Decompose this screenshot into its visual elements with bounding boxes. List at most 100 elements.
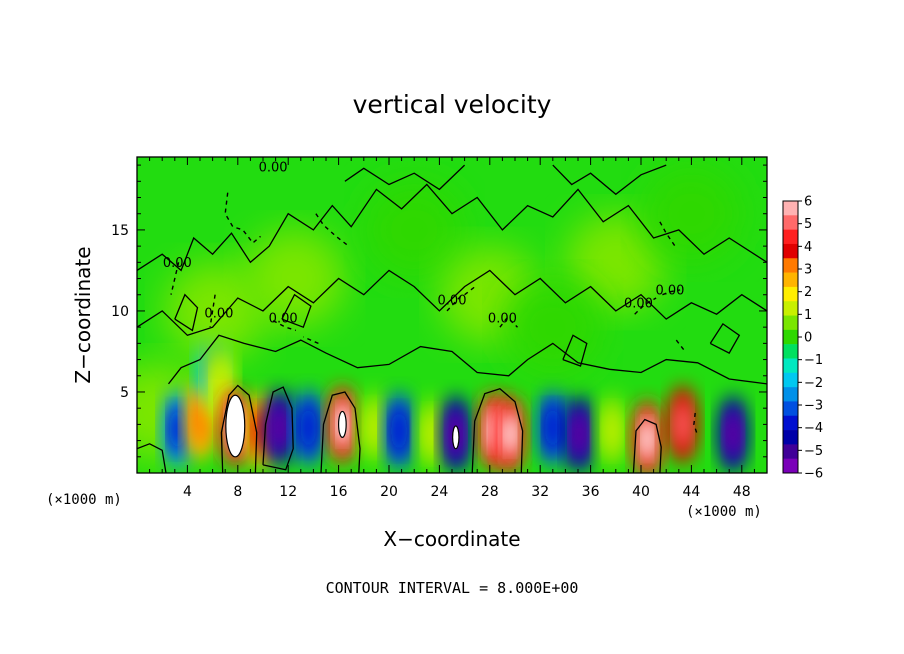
dotted-contour-10 <box>662 289 681 296</box>
contour-line-11 <box>174 293 199 332</box>
velocity-core-18 <box>603 407 621 455</box>
velocity-core-20 <box>673 401 692 448</box>
dotted-contour-7 <box>464 284 478 296</box>
velocity-core-10 <box>365 404 383 451</box>
velocity-core-4 <box>211 360 229 408</box>
colorbar-swatch <box>783 286 798 302</box>
contour-label-4: 0.00 <box>438 293 467 308</box>
contour-label-5: 0.00 <box>488 311 517 326</box>
colorbar-swatch <box>783 415 798 431</box>
colorbar-tick-label: −3 <box>804 399 823 414</box>
y-tick-label: 10 <box>111 304 129 320</box>
contour-lines: 0.000.000.00 0.000.000.000.000.00 <box>137 161 767 473</box>
colorbar-swatch <box>783 458 798 474</box>
colorbar-swatch <box>783 372 798 388</box>
dotted-contour-2 <box>209 294 216 328</box>
colorbar-swatch <box>783 401 798 417</box>
x-tick-label: 48 <box>733 484 751 500</box>
colorbar-tick-label: 6 <box>804 195 812 210</box>
velocity-peak-21 <box>727 416 739 452</box>
contour-line-5 <box>137 443 167 473</box>
x-unit-label-right: (×1000 m) <box>686 504 762 520</box>
colorbar-swatch <box>783 430 798 445</box>
contour-line-6 <box>167 334 767 385</box>
colorbar-tick-label: −5 <box>804 444 823 459</box>
contour-line-0 <box>220 384 258 473</box>
contour-line-3 <box>471 387 524 473</box>
contour-line-7 <box>137 183 767 272</box>
velocity-cell-23 <box>244 229 345 328</box>
colorbar-swatch <box>783 444 798 459</box>
colorbar-swatch <box>783 215 798 230</box>
contour-line-1 <box>262 386 294 471</box>
y-tick-label: 15 <box>111 223 129 239</box>
contour-label-7: 0.00 <box>656 284 685 299</box>
velocity-core-12 <box>423 410 441 458</box>
y-axis-label: Z−coordinate <box>71 246 95 383</box>
contour-label-6: 0.00 <box>624 297 653 312</box>
x-tick-label: 12 <box>279 484 297 500</box>
velocity-peak-15 <box>504 416 515 452</box>
dotted-contour-0 <box>224 192 261 244</box>
x-axis-label: X−coordinate <box>383 527 520 551</box>
velocity-peak-7 <box>274 410 285 446</box>
x-tick-label: 16 <box>330 484 348 500</box>
colorbar-tick-label: −1 <box>804 353 823 368</box>
velocity-core-1 <box>168 405 186 453</box>
contour-line-9 <box>344 164 466 191</box>
contour-line-12 <box>281 293 312 329</box>
velocity-peak-19 <box>642 421 653 457</box>
colorbar-tick-label: 1 <box>804 308 812 323</box>
colorbar-tick-label: 3 <box>804 263 812 278</box>
x-tick-label: 32 <box>531 484 549 500</box>
contour-line-2 <box>320 391 361 473</box>
colorbar-swatch <box>783 243 798 259</box>
velocity-cell-22 <box>164 262 266 360</box>
velocity-peak-17 <box>574 416 585 452</box>
chart-title: vertical velocity <box>353 90 552 119</box>
colorbar-swatch <box>783 358 798 374</box>
contour-label-0: 0.00 <box>259 161 288 176</box>
colorbar-tick-label: −2 <box>804 376 823 391</box>
velocity-core-16 <box>544 404 562 451</box>
contour-line-4 <box>632 418 662 473</box>
colorbar-tick-label: 5 <box>804 217 812 232</box>
colorbar-tick-label: 2 <box>804 285 812 300</box>
dotted-contour-4 <box>303 336 319 345</box>
x-tick-label: 8 <box>233 484 242 500</box>
colorbar: 6 5 4 3 2 1 0 −1 −2 −3 −4 −5 −6 <box>782 195 823 482</box>
colorbar-tick-label: −6 <box>804 467 823 482</box>
dotted-contour-12 <box>675 339 685 351</box>
colorbar-swatch <box>783 329 798 345</box>
contour-line-10 <box>552 164 667 196</box>
contour-line-8 <box>137 269 767 337</box>
colorbar-swatch <box>783 258 798 273</box>
x-tick-label: 20 <box>380 484 398 500</box>
colorbar-swatch <box>783 315 798 331</box>
contour-line-13 <box>562 334 588 367</box>
colorbar-swatch <box>783 344 798 359</box>
velocity-core-2 <box>191 397 209 445</box>
x-tick-label: 40 <box>632 484 650 500</box>
velocity-cell-27 <box>641 165 742 263</box>
y-axis: 5 10 15 <box>111 164 767 458</box>
dotted-contour-6 <box>446 294 463 312</box>
x-tick-label: 28 <box>481 484 499 500</box>
colorbar-tick-label: 4 <box>804 240 812 255</box>
inner-contour-2 <box>452 425 460 450</box>
contour-label-3: 0.00 <box>269 311 298 326</box>
velocity-core-8 <box>299 404 318 451</box>
colorbar-swatch <box>783 387 798 402</box>
x-tick-label: 44 <box>682 484 700 500</box>
contour-line-14 <box>709 322 741 354</box>
contour-label-2: 0.00 <box>204 306 233 321</box>
colorbar-swatch <box>783 301 798 316</box>
velocity-core-11 <box>390 407 408 455</box>
colorbar-tick-label: −4 <box>804 421 823 436</box>
x-tick-label: 4 <box>183 484 192 500</box>
contour-interval-note: CONTOUR INTERVAL = 8.000E+00 <box>326 579 579 597</box>
dotted-contour-13 <box>693 412 699 436</box>
x-axis: 4 8 12 16 20 24 28 32 36 40 44 48 <box>149 157 755 500</box>
colorbar-swatch <box>783 272 798 288</box>
velocity-cell-28 <box>502 278 604 376</box>
